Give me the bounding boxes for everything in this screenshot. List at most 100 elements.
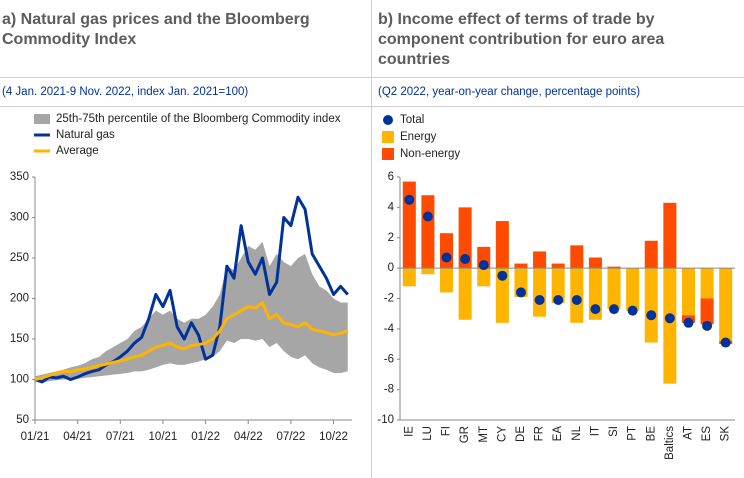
legend-label: Average (56, 145, 99, 157)
total-point (497, 270, 508, 281)
bar-segment (533, 268, 547, 317)
x-tick-label: 04/21 (63, 431, 92, 443)
bar-segment (607, 266, 621, 269)
bar-segment (495, 268, 509, 323)
total-point (590, 304, 601, 315)
legend-label: 25th-75th percentile of the Bloomberg Co… (56, 113, 341, 125)
total-point (460, 254, 471, 265)
x-tick-label: 07/22 (276, 431, 305, 443)
y-tick-label: -4 (384, 323, 395, 335)
x-tick-label: SK (720, 426, 732, 442)
bar-segment (700, 268, 714, 299)
bar-segment (495, 221, 509, 269)
total-point (478, 260, 489, 271)
bar-segment (644, 240, 658, 269)
x-tick-label: 10/21 (149, 431, 178, 443)
total-point (609, 304, 620, 315)
total-point (664, 313, 675, 324)
bar-segment (551, 263, 565, 269)
total-point (422, 211, 433, 222)
x-tick-label: 01/21 (21, 431, 50, 443)
x-tick-label: ES (701, 426, 713, 442)
y-tick-label: 50 (16, 414, 29, 426)
total-point (404, 194, 415, 205)
total-point (646, 310, 657, 321)
legend-swatch (34, 114, 50, 124)
bar-segment (421, 195, 435, 269)
y-tick-label: 4 (388, 201, 395, 213)
y-tick-label: 350 (10, 171, 29, 183)
x-tick-label: LU (422, 426, 434, 441)
x-tick-label: Baltics (664, 426, 676, 460)
y-tick-label: -2 (384, 293, 394, 305)
legend-swatch (383, 115, 393, 125)
bar-segment (570, 245, 584, 269)
y-tick-label: 150 (10, 333, 29, 345)
x-tick-label: IT (589, 426, 601, 436)
x-tick-label: 04/22 (234, 431, 263, 443)
x-tick-label: CY (496, 426, 508, 442)
x-tick-label: IE (403, 426, 415, 437)
bar-segment (626, 268, 640, 311)
bar-segment (533, 251, 547, 269)
total-point (627, 305, 638, 316)
total-point (553, 295, 564, 306)
divider (371, 0, 372, 478)
total-point (702, 320, 713, 331)
line (34, 301, 349, 381)
bar-segment (719, 268, 733, 342)
total-point (534, 295, 545, 306)
bar-segment (421, 268, 435, 275)
x-tick-label: 01/22 (191, 431, 220, 443)
x-tick-label: BE (645, 426, 657, 442)
x-tick-label: 07/21 (106, 431, 135, 443)
x-tick-label: GR (459, 426, 471, 443)
y-tick-label: 300 (10, 212, 29, 224)
x-tick-label: FI (441, 426, 453, 436)
bar-segment (440, 268, 454, 293)
x-tick-label: 10/22 (319, 431, 348, 443)
panel-subtitle: (4 Jan. 2021-9 Nov. 2022, index Jan. 202… (2, 86, 249, 98)
y-tick-label: 250 (10, 252, 29, 264)
bar-segment (663, 202, 677, 269)
bar-segment (402, 181, 416, 269)
bar-segment (700, 298, 714, 325)
total-point (683, 317, 694, 328)
x-tick-label: AT (683, 426, 695, 440)
legend-swatch (382, 131, 394, 143)
panel-title: b) Income effect of terms of trade by co… (378, 11, 665, 68)
bar-segment (477, 268, 491, 287)
bar-segment (663, 268, 677, 384)
panel-subtitle: (Q2 2022, year-on-year change, percentag… (378, 86, 641, 98)
y-tick-label: 2 (388, 232, 394, 244)
legend-label: Energy (400, 131, 437, 143)
legend-label: Total (400, 114, 424, 126)
y-tick-label: -6 (384, 353, 394, 365)
x-tick-label: EA (552, 426, 564, 442)
divider (0, 106, 744, 107)
total-point (720, 337, 731, 348)
total-point (441, 252, 452, 263)
bar-segment (588, 257, 602, 269)
bar-segment (644, 268, 658, 343)
total-point (515, 287, 526, 298)
bar-segment (551, 268, 565, 304)
bar-segment (607, 268, 621, 310)
y-tick-label: 0 (388, 262, 394, 274)
legend-swatch (382, 148, 394, 160)
bar-segment (458, 268, 472, 320)
y-tick-label: 100 (10, 374, 29, 386)
bar-segment (681, 268, 695, 316)
x-tick-label: PT (627, 426, 639, 441)
bar-segment (514, 263, 528, 269)
x-tick-label: FR (534, 426, 546, 441)
legend-label: Natural gas (56, 129, 115, 141)
legend-label: Non-energy (400, 148, 460, 160)
y-tick-label: 6 (388, 171, 394, 183)
line (34, 195, 349, 384)
total-point (571, 295, 582, 306)
y-tick-label: -8 (384, 384, 394, 396)
x-tick-label: DE (515, 426, 527, 442)
